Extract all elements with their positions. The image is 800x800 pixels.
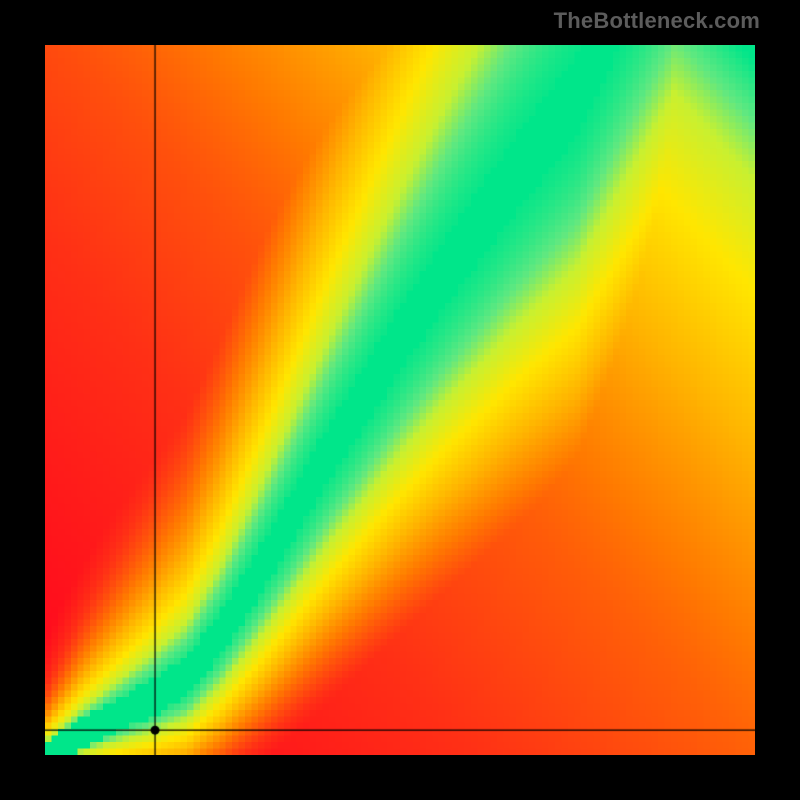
- chart-outer: { "watermark": { "text": "TheBottleneck.…: [0, 0, 800, 800]
- watermark-text: TheBottleneck.com: [554, 8, 760, 34]
- bottleneck-heatmap: [45, 45, 755, 755]
